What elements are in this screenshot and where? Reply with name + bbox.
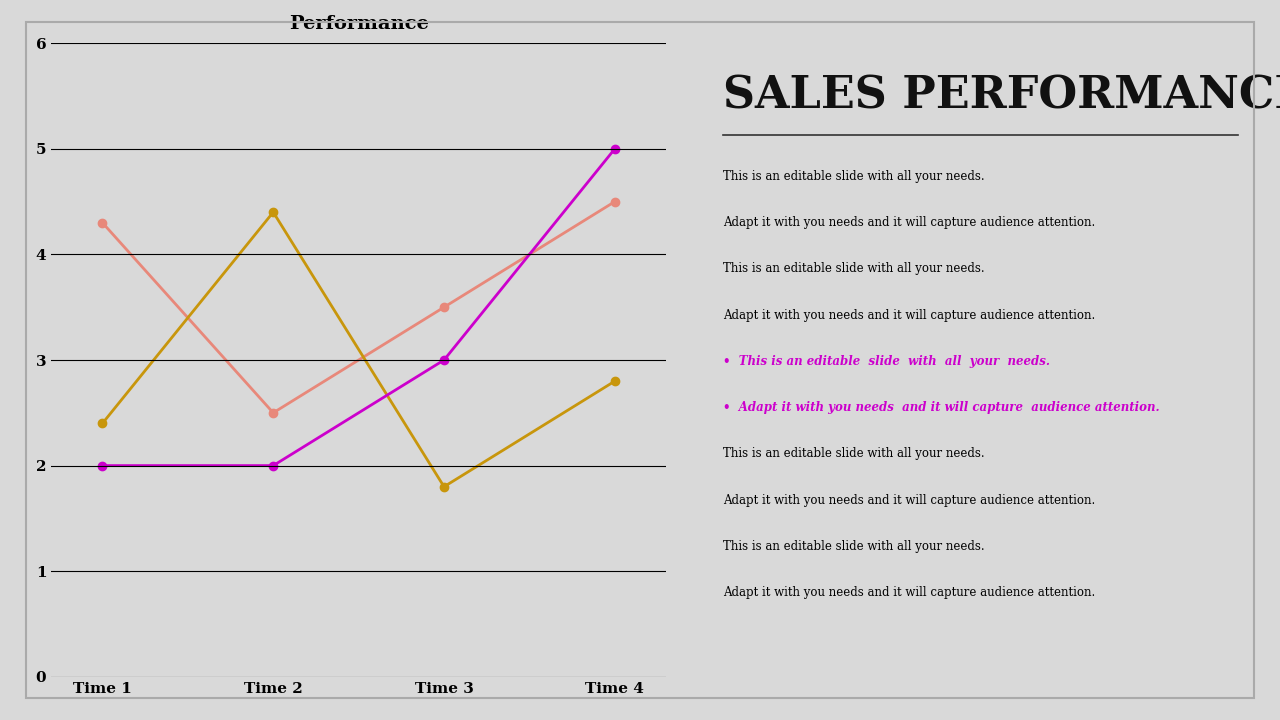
Series 1 bbox=[95, 218, 110, 227]
Text: Adapt it with you needs and it will capture audience attention.: Adapt it with you needs and it will capt… bbox=[723, 309, 1096, 322]
Text: Adapt it with you needs and it will capture audience attention.: Adapt it with you needs and it will capt… bbox=[723, 586, 1096, 599]
Series 2 bbox=[607, 377, 622, 385]
Series 3 bbox=[95, 462, 110, 470]
Series 2 bbox=[436, 482, 452, 491]
Text: This is an editable slide with all your needs.: This is an editable slide with all your … bbox=[723, 447, 986, 460]
Text: SALES PERFORMANCE: SALES PERFORMANCE bbox=[723, 75, 1280, 118]
Series 3 bbox=[607, 145, 622, 153]
Series 2 bbox=[95, 419, 110, 428]
Text: This is an editable slide with all your needs.: This is an editable slide with all your … bbox=[723, 170, 986, 183]
Text: •  This is an editable  slide  with  all  your  needs.: • This is an editable slide with all you… bbox=[723, 355, 1051, 368]
Series 3 bbox=[265, 462, 280, 470]
Series 3 bbox=[436, 356, 452, 364]
Text: •  Adapt it with you needs  and it will capture  audience attention.: • Adapt it with you needs and it will ca… bbox=[723, 401, 1160, 414]
Line: Series 2: Series 2 bbox=[99, 208, 620, 491]
Series 2 bbox=[265, 208, 280, 217]
Series 1 bbox=[436, 303, 452, 312]
Text: Adapt it with you needs and it will capture audience attention.: Adapt it with you needs and it will capt… bbox=[723, 216, 1096, 229]
Line: Series 1: Series 1 bbox=[99, 197, 620, 417]
Line: Series 3: Series 3 bbox=[99, 145, 620, 469]
Series 1 bbox=[265, 408, 280, 417]
Series 1 bbox=[607, 197, 622, 206]
Title: Performance: Performance bbox=[289, 15, 429, 33]
Text: This is an editable slide with all your needs.: This is an editable slide with all your … bbox=[723, 540, 986, 553]
Text: This is an editable slide with all your needs.: This is an editable slide with all your … bbox=[723, 262, 986, 276]
Text: Adapt it with you needs and it will capture audience attention.: Adapt it with you needs and it will capt… bbox=[723, 494, 1096, 507]
